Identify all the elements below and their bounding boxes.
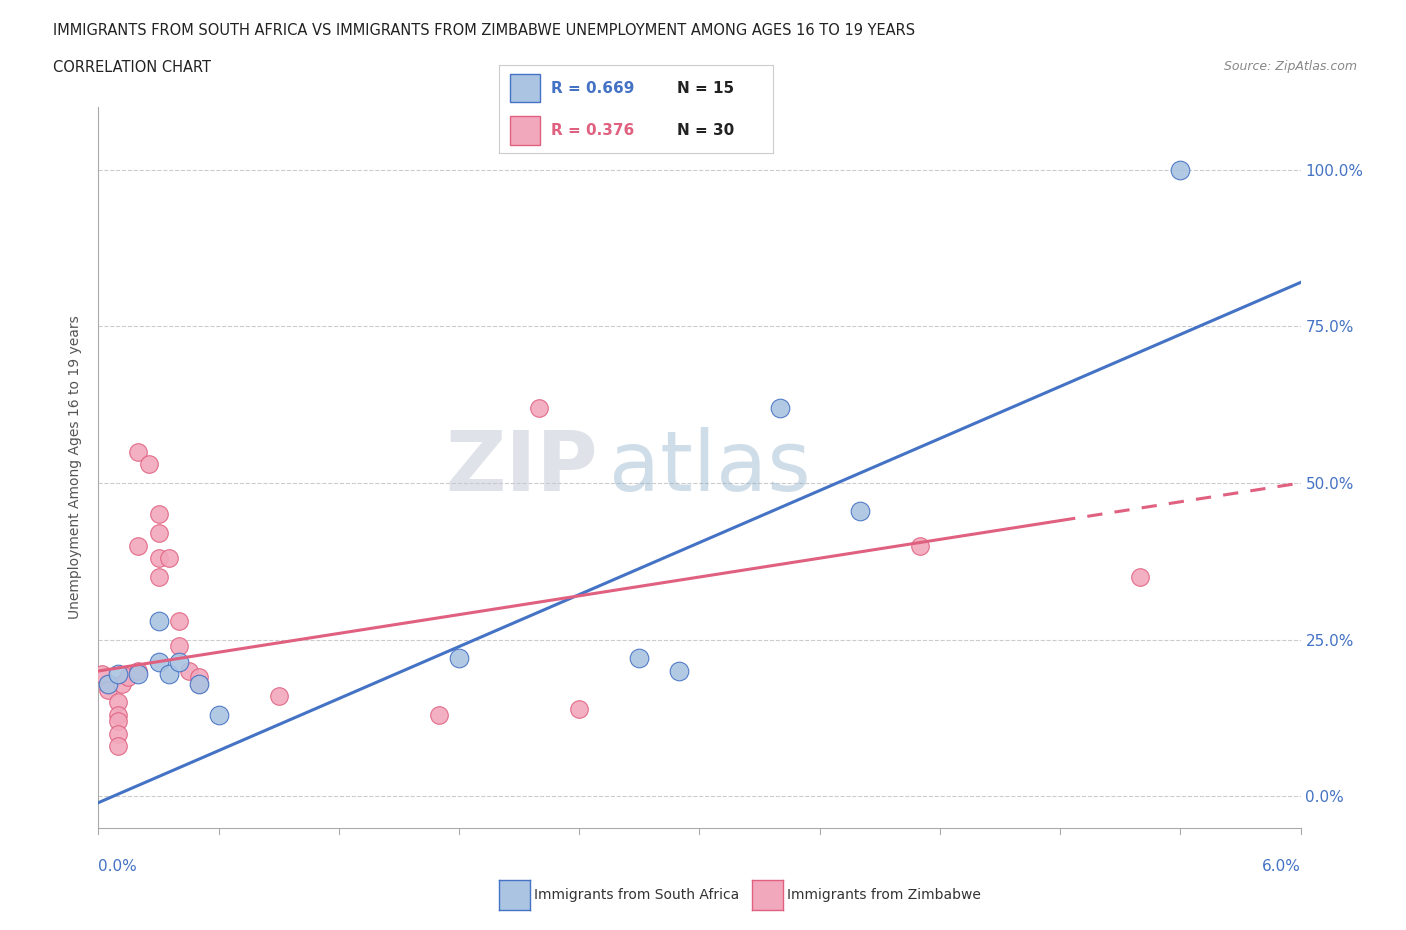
Text: ZIP: ZIP bbox=[444, 427, 598, 508]
Point bbox=[568, 701, 591, 716]
Point bbox=[1129, 569, 1152, 584]
Point bbox=[148, 614, 170, 629]
Text: R = 0.669: R = 0.669 bbox=[551, 81, 634, 96]
Text: Immigrants from South Africa: Immigrants from South Africa bbox=[534, 887, 740, 902]
Text: Immigrants from Zimbabwe: Immigrants from Zimbabwe bbox=[787, 887, 981, 902]
Point bbox=[208, 708, 231, 723]
Text: N = 15: N = 15 bbox=[678, 81, 734, 96]
Point bbox=[908, 538, 931, 553]
Point bbox=[177, 664, 200, 679]
Point bbox=[157, 667, 180, 682]
Point bbox=[148, 569, 170, 584]
Text: R = 0.376: R = 0.376 bbox=[551, 123, 634, 138]
Point bbox=[187, 676, 209, 691]
Point bbox=[167, 639, 190, 654]
Text: IMMIGRANTS FROM SOUTH AFRICA VS IMMIGRANTS FROM ZIMBABWE UNEMPLOYMENT AMONG AGES: IMMIGRANTS FROM SOUTH AFRICA VS IMMIGRAN… bbox=[53, 23, 915, 38]
Point bbox=[128, 667, 150, 682]
Point bbox=[128, 664, 150, 679]
Point bbox=[111, 676, 134, 691]
Text: 0.0%: 0.0% bbox=[98, 859, 138, 874]
Point bbox=[91, 667, 114, 682]
Point bbox=[529, 400, 551, 415]
FancyBboxPatch shape bbox=[510, 74, 540, 102]
Point bbox=[128, 538, 150, 553]
Text: Source: ZipAtlas.com: Source: ZipAtlas.com bbox=[1223, 60, 1357, 73]
Point bbox=[628, 651, 651, 666]
Point bbox=[157, 551, 180, 565]
Point bbox=[97, 683, 120, 698]
Point bbox=[97, 676, 120, 691]
Point bbox=[107, 695, 129, 710]
Point bbox=[148, 525, 170, 540]
Point bbox=[769, 400, 792, 415]
Point bbox=[447, 651, 470, 666]
Point bbox=[107, 738, 129, 753]
Text: 6.0%: 6.0% bbox=[1261, 859, 1301, 874]
Point bbox=[427, 708, 450, 723]
Point bbox=[148, 507, 170, 522]
Point bbox=[148, 654, 170, 669]
Point bbox=[167, 654, 190, 669]
Point bbox=[1170, 162, 1192, 177]
Point bbox=[187, 676, 209, 691]
Point bbox=[167, 614, 190, 629]
Text: N = 30: N = 30 bbox=[678, 123, 734, 138]
Y-axis label: Unemployment Among Ages 16 to 19 years: Unemployment Among Ages 16 to 19 years bbox=[69, 315, 83, 619]
Point bbox=[107, 708, 129, 723]
Point bbox=[107, 726, 129, 741]
Text: atlas: atlas bbox=[609, 427, 811, 508]
Point bbox=[187, 670, 209, 684]
Point bbox=[107, 667, 129, 682]
Point bbox=[107, 713, 129, 728]
Point bbox=[849, 504, 872, 519]
Point bbox=[668, 664, 690, 679]
FancyBboxPatch shape bbox=[510, 116, 540, 145]
Point bbox=[97, 676, 120, 691]
Text: CORRELATION CHART: CORRELATION CHART bbox=[53, 60, 211, 75]
Point bbox=[128, 445, 150, 459]
Point bbox=[138, 457, 160, 472]
Point bbox=[117, 670, 139, 684]
Point bbox=[267, 688, 290, 703]
Point bbox=[148, 551, 170, 565]
